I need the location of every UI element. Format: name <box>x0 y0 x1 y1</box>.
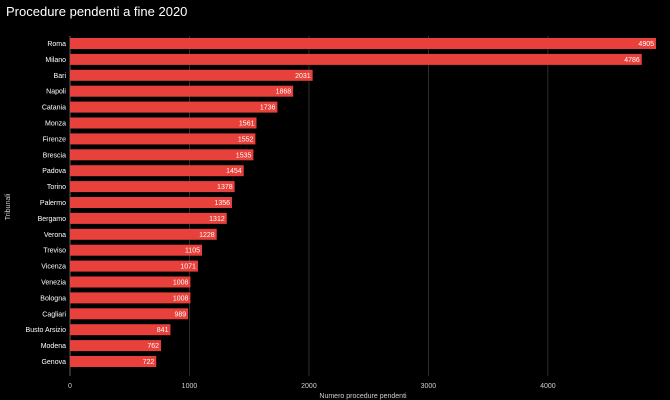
category-label: Catania <box>42 105 66 112</box>
value-label: 1312 <box>209 216 225 223</box>
category-label: Cagliari <box>42 311 66 318</box>
bar <box>70 101 278 113</box>
bar <box>70 324 171 336</box>
bar <box>70 244 203 256</box>
bar <box>70 38 656 49</box>
x-tick-label: 2000 <box>301 383 317 390</box>
category-label: Bari <box>54 73 67 80</box>
category-label: Bologna <box>40 295 66 302</box>
value-label: 1378 <box>217 184 233 191</box>
bar <box>70 197 233 208</box>
x-axis-ticks: 0 1000 2000 3000 4000 <box>68 383 556 390</box>
bar <box>70 340 162 352</box>
category-label: Verona <box>44 232 66 239</box>
category-label: Milano <box>45 57 66 64</box>
value-label: 1071 <box>180 264 196 271</box>
value-label: 1105 <box>185 248 200 255</box>
value-label: 1356 <box>214 200 230 207</box>
category-label: Torino <box>47 184 66 191</box>
value-label: 4786 <box>624 57 640 64</box>
category-label: Palermo <box>40 200 66 207</box>
category-label: Firenze <box>43 136 66 143</box>
chart-title: Procedure pendenti a fine 2020 <box>6 4 188 19</box>
bar <box>70 69 313 81</box>
value-label: 722 <box>143 359 155 366</box>
bar <box>70 149 254 161</box>
bar <box>70 85 294 97</box>
category-label: Genova <box>41 359 66 366</box>
bar <box>70 133 256 145</box>
value-label: 1868 <box>276 89 292 96</box>
value-label: 989 <box>174 311 186 318</box>
category-label: Bergamo <box>38 216 67 223</box>
bar <box>70 292 191 304</box>
value-label: 1535 <box>236 152 252 159</box>
y-axis-title: Tribunali <box>5 193 12 220</box>
bar <box>70 165 244 177</box>
value-label: 1454 <box>226 168 242 175</box>
x-axis-title: Numero procedure pendenti <box>319 393 407 400</box>
category-label: Venezia <box>41 280 66 287</box>
value-label: 1552 <box>238 136 254 143</box>
value-label: 1736 <box>260 105 276 112</box>
x-tick-label: 0 <box>68 383 72 390</box>
bar <box>70 228 217 240</box>
category-label: Monza <box>45 121 66 128</box>
bar <box>70 260 198 272</box>
x-tick-label: 4000 <box>540 383 556 390</box>
value-label: 1008 <box>173 280 189 287</box>
value-label: 2031 <box>295 73 311 80</box>
x-tick-label: 1000 <box>182 383 198 390</box>
value-label: 762 <box>147 343 159 350</box>
value-label: 4905 <box>638 41 654 48</box>
bar <box>70 117 257 129</box>
category-label: Treviso <box>43 248 66 255</box>
bar <box>70 276 191 288</box>
category-label: Roma <box>47 41 66 48</box>
value-label: 1228 <box>199 232 215 239</box>
category-label: Napoli <box>46 89 66 96</box>
category-label: Busto Arsizio <box>26 327 67 334</box>
value-label: 1561 <box>239 121 255 128</box>
bar <box>70 356 157 367</box>
bar <box>70 212 227 224</box>
value-label: 841 <box>157 327 169 334</box>
bar <box>70 181 235 193</box>
bar <box>70 308 189 320</box>
category-label: Brescia <box>43 152 66 159</box>
bars: Roma 4905 Milano 4786 Bari 2031 Napoli 1868 Cata… <box>26 38 656 367</box>
category-label: Vicenza <box>41 264 66 271</box>
bar <box>70 53 642 65</box>
category-label: Padova <box>42 168 66 175</box>
x-tick-label: 3000 <box>421 383 437 390</box>
value-label: 1008 <box>173 295 189 302</box>
category-label: Modena <box>41 343 66 350</box>
